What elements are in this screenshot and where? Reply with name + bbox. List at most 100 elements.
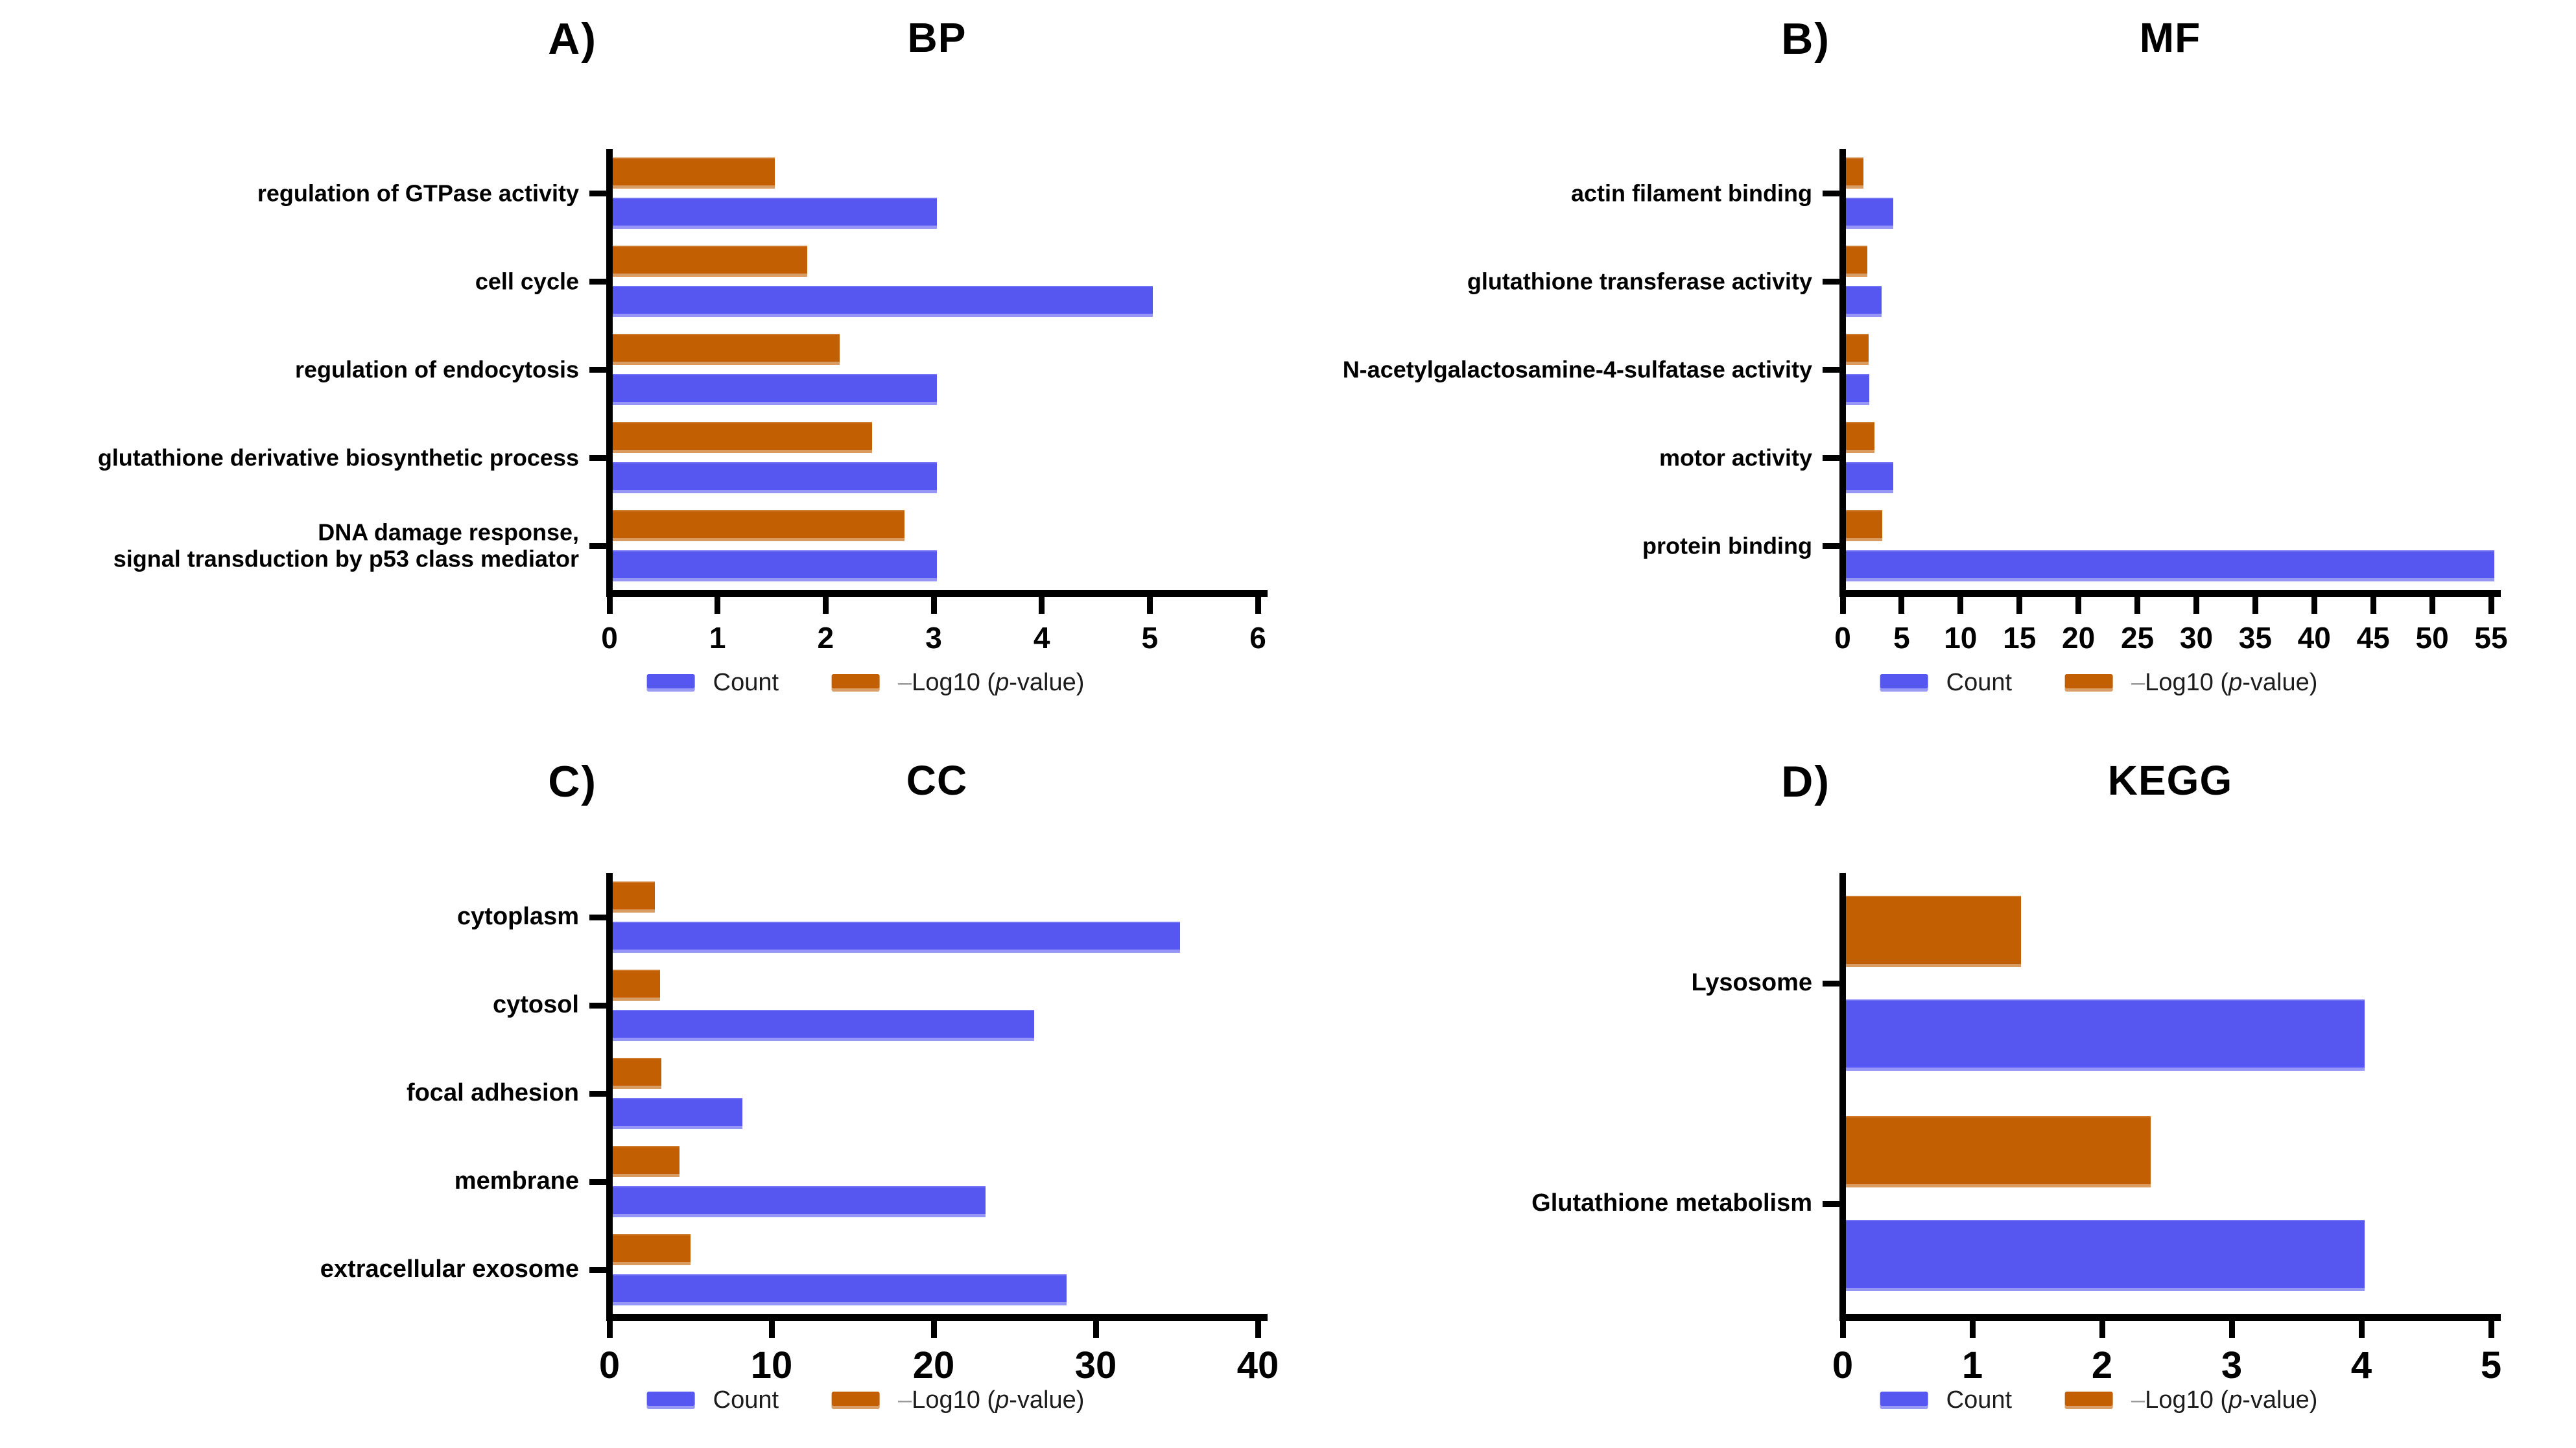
x-tick-label: 3 — [2221, 1344, 2243, 1386]
panel-title-bp: BP — [907, 14, 967, 61]
x-tick — [606, 1321, 613, 1338]
x-tick-label: 10 — [1944, 621, 1978, 655]
x-tick — [1093, 1321, 1099, 1338]
x-tick — [1957, 597, 1964, 614]
legend-count-item: Count — [1880, 669, 2012, 697]
legend-count-item: Count — [1880, 1386, 2012, 1414]
x-tick — [2134, 597, 2141, 614]
pvalue-bar — [1846, 510, 1883, 541]
x-tick — [1255, 597, 1261, 614]
legend-pvalue-swatch — [2065, 674, 2114, 692]
legend: Count –Log10 (p-value) — [1880, 669, 2317, 697]
x-tick-label: 35 — [2238, 621, 2272, 655]
x-tick-label: 45 — [2356, 621, 2390, 655]
x-tick — [2193, 597, 2199, 614]
pvalue-bar — [1846, 246, 1867, 277]
category-label: membrane — [454, 1167, 579, 1195]
y-tick — [589, 278, 606, 285]
x-tick-label: 2 — [2091, 1344, 2113, 1386]
pvalue-bar — [613, 158, 775, 189]
legend-pvalue-item: –Log10 (p-value) — [2065, 1386, 2317, 1414]
y-tick — [1823, 190, 1839, 196]
pvalue-bar — [613, 422, 872, 453]
category-label: Glutathione metabolism — [1531, 1189, 1812, 1217]
legend-pvalue-item: –Log10 (p-value) — [2065, 669, 2317, 697]
pvalue-bar — [1846, 158, 1864, 189]
category-label: extracellular exosome — [320, 1255, 579, 1283]
legend: Count –Log10 (p-value) — [1880, 1386, 2317, 1414]
legend-count-label: Count — [1946, 1386, 2013, 1414]
legend-pvalue-label-part: p — [2228, 1386, 2243, 1414]
x-tick-label: 30 — [2179, 621, 2214, 655]
legend-pvalue-label-part: – — [2131, 1386, 2145, 1414]
x-tick-label: 2 — [817, 621, 834, 655]
x-tick-label: 25 — [2120, 621, 2155, 655]
x-tick — [2429, 597, 2435, 614]
legend-pvalue-label-part: p — [995, 669, 1010, 696]
panel-title-cc: CC — [906, 757, 968, 804]
category-label: protein binding — [1642, 532, 1812, 559]
legend-pvalue-label-part: -value) — [2242, 1386, 2318, 1414]
count-bar — [1846, 462, 1893, 493]
count-bar — [613, 286, 1153, 317]
y-tick — [589, 1178, 606, 1185]
x-tick-label: 1 — [1961, 1344, 1983, 1386]
x-tick-label: 10 — [750, 1344, 793, 1386]
y-tick — [589, 1002, 606, 1009]
x-tick — [768, 1321, 775, 1338]
x-tick — [1039, 597, 1045, 614]
legend-pvalue-label-part: Log10 ( — [2145, 1386, 2229, 1414]
panel-title-kegg: KEGG — [2107, 757, 2233, 804]
x-tick — [2099, 1321, 2105, 1338]
count-bar — [613, 922, 1180, 953]
x-tick — [2228, 1321, 2235, 1338]
y-tick — [589, 366, 606, 373]
legend-pvalue-label-part: -value) — [2242, 669, 2318, 696]
y-tick — [589, 454, 606, 461]
legend-pvalue-item: –Log10 (p-value) — [832, 669, 1084, 697]
count-bar — [613, 1010, 1034, 1041]
pvalue-bar — [613, 970, 660, 1001]
x-tick-label: 40 — [1236, 1344, 1279, 1386]
category-label: cell cycle — [475, 268, 579, 295]
x-tick-label: 50 — [2415, 621, 2449, 655]
count-bar — [613, 550, 937, 581]
pvalue-bar — [1846, 422, 1874, 453]
y-tick — [589, 543, 606, 549]
legend: Count –Log10 (p-value) — [646, 1386, 1084, 1414]
count-bar — [1846, 1220, 2365, 1291]
count-bar — [1846, 999, 2365, 1071]
y-tick — [1823, 1200, 1839, 1207]
plot-area — [606, 873, 1268, 1321]
category-label: motor activity — [1659, 444, 1812, 471]
legend-pvalue-label-part: p — [2228, 669, 2243, 696]
legend: Count –Log10 (p-value) — [646, 669, 1084, 697]
pvalue-bar — [613, 510, 904, 541]
pvalue-bar — [613, 1058, 661, 1089]
y-tick — [1823, 278, 1839, 285]
y-tick — [589, 914, 606, 920]
count-bar — [613, 462, 937, 493]
x-tick — [1255, 1321, 1261, 1338]
panel-title-mf: MF — [2139, 14, 2201, 61]
x-tick-label: 0 — [1834, 621, 1851, 655]
count-bar — [1846, 198, 1893, 229]
pvalue-bar — [613, 246, 807, 277]
category-label: focal adhesion — [406, 1079, 579, 1107]
x-tick — [2370, 597, 2376, 614]
x-tick — [1969, 1321, 1976, 1338]
x-tick — [2252, 597, 2258, 614]
count-bar — [1846, 286, 1882, 317]
x-tick-label: 1 — [709, 621, 726, 655]
x-tick-label: 40 — [2297, 621, 2331, 655]
count-bar — [613, 198, 937, 229]
x-tick-label: 20 — [2062, 621, 2096, 655]
x-tick — [1839, 1321, 1846, 1338]
legend-pvalue-label: –Log10 (p-value) — [2131, 669, 2317, 697]
panel-kegg: D) KEGG Lysosome Glutathione metabolism 0 1… — [1288, 724, 2576, 1448]
panel-mf: B) MF actin filament binding glutathione … — [1288, 0, 2576, 724]
legend-count-swatch — [1880, 674, 1928, 692]
legend-pvalue-label-part: -value) — [1009, 669, 1085, 696]
pvalue-bar — [613, 1146, 679, 1177]
